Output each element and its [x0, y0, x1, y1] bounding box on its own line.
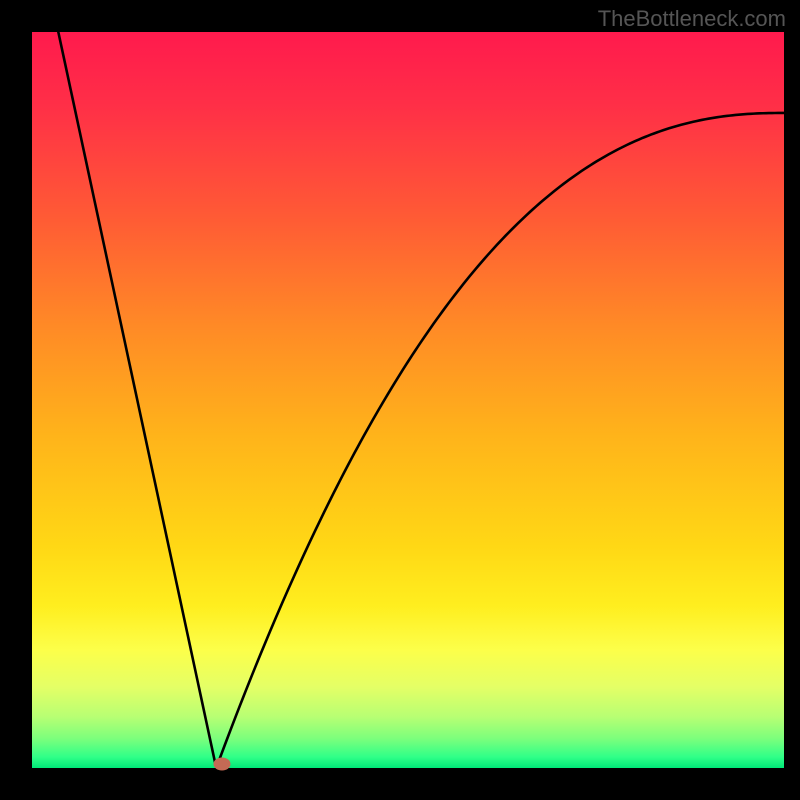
- chart-frame: TheBottleneck.com: [0, 0, 800, 800]
- plot-area: [32, 32, 784, 768]
- optimum-marker-icon: [213, 757, 230, 770]
- watermark-text: TheBottleneck.com: [598, 6, 786, 32]
- bottleneck-curve: [32, 32, 784, 768]
